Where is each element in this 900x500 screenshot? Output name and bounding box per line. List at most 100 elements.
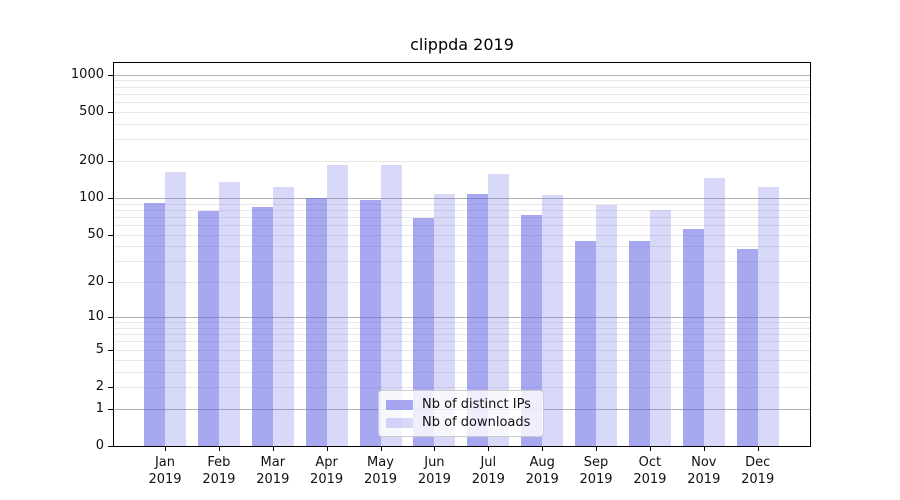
x-axis-tick-label: Feb 2019: [202, 455, 236, 487]
x-axis-tick-mark: [542, 447, 544, 451]
x-axis-tick-mark: [596, 447, 597, 451]
y-axis-tick-mark: [108, 234, 113, 236]
x-axis-tick-mark: [434, 447, 436, 451]
bar-downloads: [596, 204, 617, 446]
y-axis-tick-label: 50: [87, 226, 104, 242]
y-axis-tick-mark: [108, 386, 113, 388]
y-axis-tick-mark: [108, 408, 113, 410]
x-axis-tick-label: Jul 2019: [471, 455, 505, 487]
legend-item-distinct-ips: Nb of distinct IPs: [386, 397, 531, 412]
x-axis-tick-mark: [272, 447, 274, 451]
gridline-minor: [114, 322, 810, 324]
bar-downloads: [218, 181, 240, 446]
x-axis-tick-label: Mar 2019: [256, 455, 290, 487]
gridline-minor: [114, 341, 810, 343]
gridline-minor: [114, 386, 810, 388]
x-axis-tick-label: Jan 2019: [148, 455, 182, 487]
bar-distinct-ips: [467, 194, 489, 446]
bar-downloads: [272, 186, 294, 446]
y-axis-tick-label: 2: [95, 378, 104, 394]
x-axis-tick-label: Jun 2019: [417, 455, 451, 487]
y-axis-tick-mark: [108, 446, 113, 447]
gridline-minor: [114, 225, 810, 226]
bar-downloads: [165, 171, 186, 446]
x-axis-tick-label: Oct 2019: [633, 455, 667, 487]
gridline-minor: [114, 261, 810, 263]
legend: Nb of distinct IPs Nb of downloads: [378, 390, 544, 437]
gridline-minor: [114, 359, 810, 361]
bar-distinct-ips: [628, 241, 650, 446]
y-axis-tick-mark: [108, 197, 113, 199]
x-axis-tick-label: Nov 2019: [687, 455, 721, 487]
bar-downloads: [649, 209, 671, 446]
x-axis-tick-mark: [703, 447, 705, 451]
x-axis-tick-mark: [380, 447, 382, 451]
x-axis-tick-label: Sep 2019: [579, 455, 613, 487]
gridline-major: [114, 317, 810, 319]
bar-distinct-ips: [251, 207, 273, 446]
gridline-major: [114, 197, 810, 199]
y-axis-tick-label: 500: [79, 103, 104, 119]
x-axis-tick-mark: [649, 447, 651, 451]
bar-distinct-ips: [413, 217, 435, 446]
gridline-minor: [114, 160, 810, 162]
bar-distinct-ips: [359, 199, 381, 446]
gridline-minor: [114, 327, 810, 329]
gridline-minor: [114, 139, 810, 141]
gridline-minor: [114, 203, 810, 205]
gridline-minor: [114, 123, 810, 125]
x-axis-tick-label: May 2019: [363, 455, 398, 487]
bar-downloads: [326, 165, 348, 446]
gridline-minor: [114, 216, 810, 218]
legend-item-downloads: Nb of downloads: [386, 415, 531, 430]
legend-label-distinct-ips: Nb of distinct IPs: [422, 397, 531, 412]
bar-downloads: [703, 178, 725, 446]
gridline-minor: [114, 102, 810, 103]
gridline-major: [114, 74, 810, 76]
gridline-minor: [114, 234, 810, 236]
y-axis-tick-mark: [108, 111, 113, 113]
y-axis-tick-label: 100: [79, 189, 104, 205]
y-axis-tick-label: 1000: [70, 66, 104, 82]
gridline-minor: [114, 209, 810, 211]
x-axis-tick-label: Aug 2019: [525, 455, 559, 487]
y-axis-tick-label: 5: [95, 341, 104, 357]
y-axis-tick-mark: [108, 74, 113, 76]
legend-label-downloads: Nb of downloads: [422, 415, 531, 430]
gridline-minor: [114, 334, 810, 336]
gridline-minor: [114, 111, 810, 113]
x-axis-tick-mark: [488, 447, 490, 451]
y-axis-tick-label: 200: [79, 152, 104, 168]
bar-distinct-ips: [197, 211, 219, 446]
bar-downloads: [434, 194, 456, 446]
legend-swatch-distinct-ips: [386, 399, 413, 410]
gridline-minor: [114, 246, 810, 248]
gridline-minor: [114, 282, 810, 284]
bar-downloads: [380, 165, 402, 446]
bar-downloads: [488, 174, 510, 446]
y-axis-tick-label: 10: [87, 309, 104, 325]
bar-distinct-ips: [521, 214, 543, 446]
y-axis-tick-mark: [108, 317, 113, 319]
gridline-minor: [114, 86, 810, 88]
gridline-minor: [114, 93, 810, 95]
y-axis-tick-mark: [108, 160, 113, 162]
chart-title: clippda 2019: [410, 35, 514, 54]
y-axis-tick-label: 0: [95, 438, 104, 453]
gridline-minor: [114, 371, 810, 373]
legend-swatch-downloads: [386, 417, 413, 428]
bar-distinct-ips: [682, 228, 704, 446]
bar-distinct-ips: [144, 202, 165, 446]
gridline-minor: [114, 80, 810, 82]
bar-distinct-ips: [575, 241, 596, 446]
x-axis-tick-mark: [757, 447, 759, 451]
bar-distinct-ips: [736, 249, 758, 446]
bar-downloads: [542, 195, 564, 446]
bar-downloads: [757, 186, 779, 446]
gridline-minor: [114, 349, 810, 351]
x-axis-tick-mark: [326, 447, 328, 451]
plot-area: Nb of distinct IPs Nb of downloads 0 1 2 5 1…: [71, 62, 811, 487]
y-axis-tick-mark: [108, 282, 113, 284]
bar-distinct-ips: [305, 197, 327, 446]
